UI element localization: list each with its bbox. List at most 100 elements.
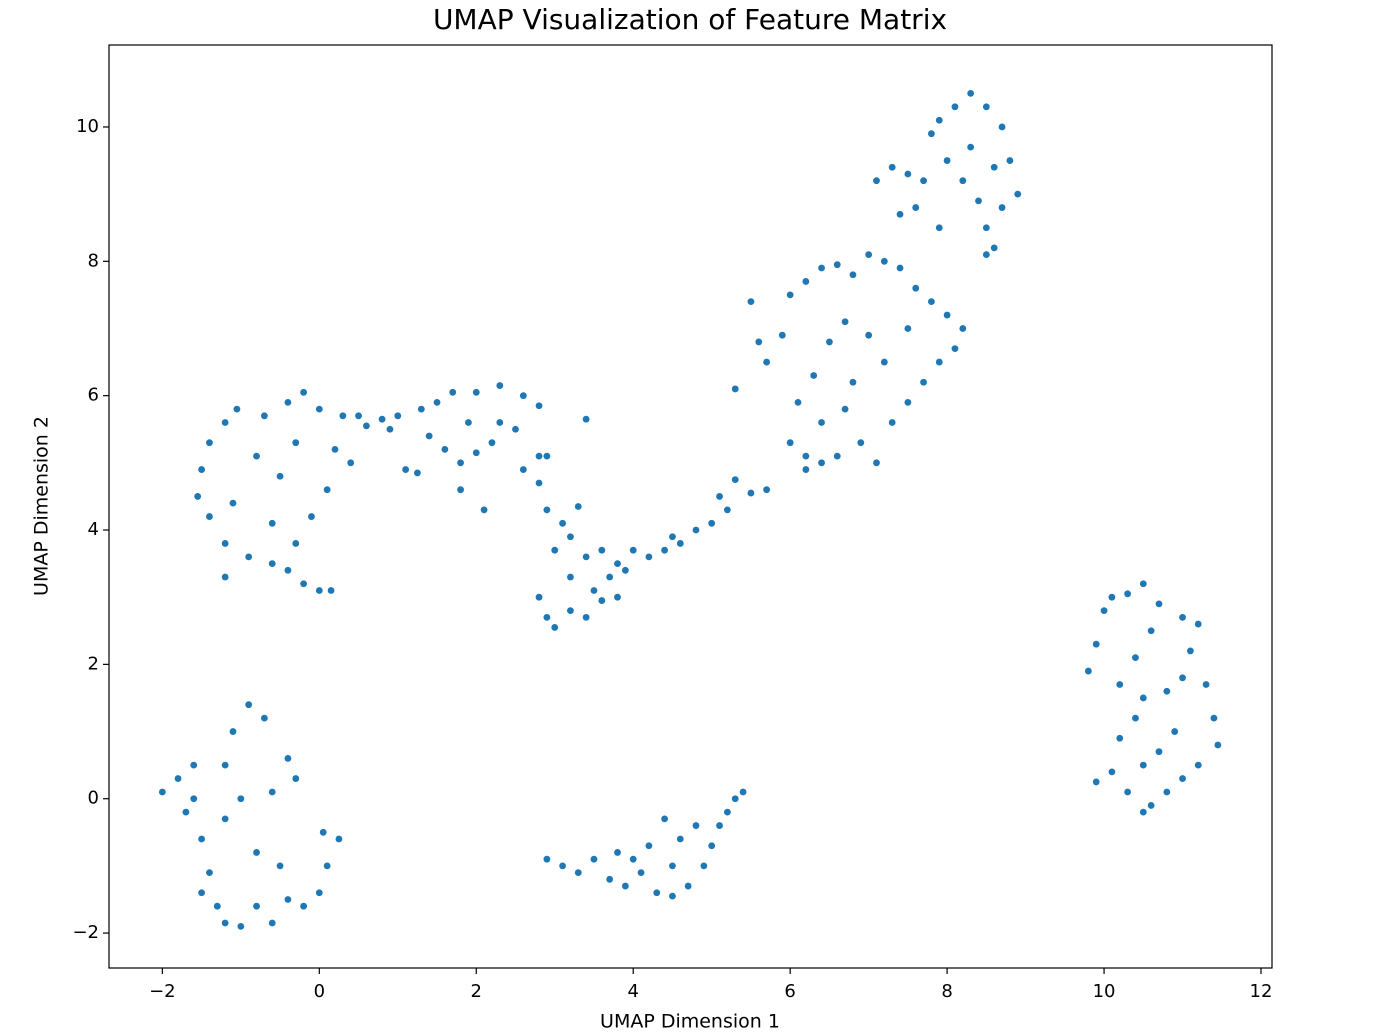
scatter-point <box>574 503 582 510</box>
scatter-point <box>786 439 794 447</box>
scatter-point <box>880 257 888 265</box>
scatter-point <box>590 587 598 594</box>
scatter-point <box>198 466 206 473</box>
scatter-point <box>253 902 260 910</box>
scatter-point <box>315 587 323 594</box>
scatter-point <box>300 388 308 396</box>
scatter-point <box>245 701 253 709</box>
scatter-point <box>661 815 669 823</box>
scatter-point <box>778 331 786 339</box>
scatter-point <box>347 459 355 467</box>
x-tick-label: 0 <box>314 981 325 1002</box>
scatter-point <box>818 459 825 467</box>
scatter-point <box>959 325 967 332</box>
scatter-point <box>1202 681 1210 688</box>
scatter-point <box>920 177 927 185</box>
scatter-point <box>449 388 457 396</box>
scatter-point <box>496 419 504 426</box>
scatter-point <box>567 573 574 581</box>
scatter-point <box>190 761 198 769</box>
scatter-point <box>1179 775 1186 782</box>
scatter-point <box>967 89 975 97</box>
scatter-point <box>300 902 308 910</box>
scatter-point <box>935 224 943 232</box>
scatter-point <box>676 835 684 843</box>
scatter-point <box>362 422 370 430</box>
scatter-point <box>598 597 606 604</box>
scatter-point <box>559 519 566 527</box>
scatter-point <box>614 593 621 601</box>
scatter-point <box>315 405 323 413</box>
scatter-point <box>1139 580 1147 588</box>
scatter-point <box>335 835 343 843</box>
scatter-point <box>865 251 873 258</box>
scatter-point <box>221 419 229 426</box>
scatter-point <box>975 197 982 205</box>
scatter-point <box>1108 768 1116 776</box>
scatter-point <box>327 587 335 594</box>
scatter-point <box>982 251 990 258</box>
chart-title: UMAP Visualization of Feature Matrix <box>433 3 947 36</box>
scatter-point <box>292 540 300 547</box>
scatter-point <box>841 318 849 326</box>
scatter-point <box>457 486 464 494</box>
scatter-point <box>692 822 700 829</box>
scatter-point <box>284 755 292 762</box>
scatter-point <box>1147 627 1155 635</box>
scatter-point <box>621 566 629 574</box>
x-tick-label: 12 <box>1250 981 1273 1002</box>
scatter-point <box>763 486 771 494</box>
scatter-point <box>645 553 653 561</box>
plot-frame <box>108 44 1273 969</box>
scatter-point <box>1124 590 1132 598</box>
scatter-point <box>606 875 614 883</box>
scatter-point <box>1132 654 1139 662</box>
scatter-point <box>747 489 755 497</box>
scatter-point <box>912 204 920 211</box>
scatter-point <box>315 889 323 897</box>
scatter-point <box>221 761 229 769</box>
scatter-point <box>606 573 614 581</box>
scatter-point <box>1092 640 1100 648</box>
scatter-point <box>1116 681 1124 688</box>
scatter-point <box>425 432 433 440</box>
scatter-point <box>543 613 551 621</box>
scatter-point <box>1147 802 1155 809</box>
scatter-point <box>221 540 229 547</box>
scatter-point <box>1139 694 1147 702</box>
scatter-point <box>904 398 912 406</box>
scatter-point <box>1100 607 1108 615</box>
scatter-point <box>873 177 880 185</box>
scatter-point <box>935 116 943 124</box>
scatter-point <box>904 325 912 332</box>
scatter-point <box>802 452 810 460</box>
scatter-point <box>841 405 849 413</box>
scatter-point <box>284 398 292 406</box>
scatter-point <box>1155 748 1163 756</box>
scatter-point <box>543 452 551 460</box>
scatter-point <box>928 298 935 306</box>
scatter-point <box>669 533 676 541</box>
scatter-point <box>865 331 873 339</box>
scatter-point <box>567 607 574 615</box>
y-tick-label: 6 <box>88 385 99 406</box>
scatter-point <box>582 613 590 621</box>
scatter-point <box>233 405 241 413</box>
scatter-point <box>982 224 990 232</box>
scatter-point <box>716 822 723 829</box>
scatter-point <box>284 566 292 574</box>
scatter-point <box>716 493 723 500</box>
scatter-point <box>1210 714 1218 722</box>
scatter-point <box>253 452 260 460</box>
scatter-point <box>637 869 645 877</box>
scatter-point <box>731 385 739 393</box>
scatter-point <box>802 278 810 285</box>
scatter-point <box>276 862 284 870</box>
scatter-point <box>1124 788 1132 796</box>
x-tick-label: 6 <box>784 981 795 1002</box>
scatter-point <box>967 143 975 151</box>
scatter-point <box>1163 788 1171 796</box>
scatter-point <box>245 553 253 561</box>
scatter-point <box>896 264 904 272</box>
scatter-point <box>708 842 716 850</box>
